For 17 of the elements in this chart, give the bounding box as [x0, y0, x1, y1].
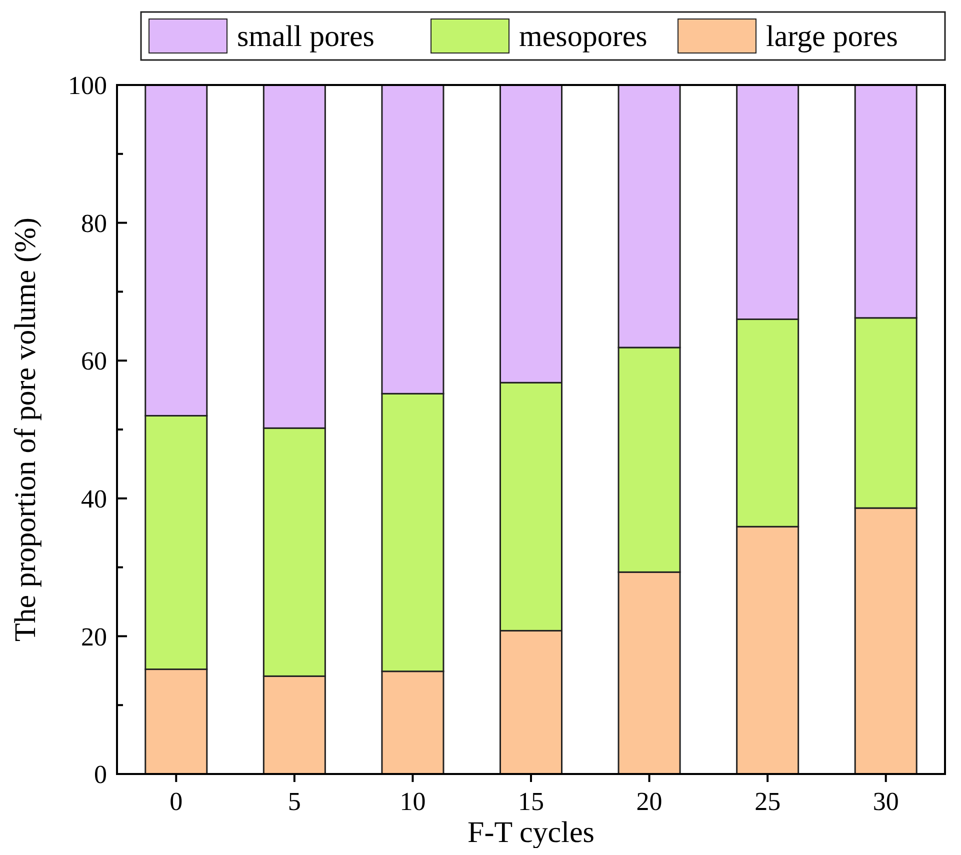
x-tick-label: 0 [170, 787, 183, 816]
legend-label: large pores [766, 20, 898, 53]
x-tick-label: 20 [636, 787, 662, 816]
y-axis-title: The proportion of pore volume (%) [9, 217, 42, 642]
legend-label: mesopores [519, 20, 648, 53]
y-tick-label: 80 [81, 208, 107, 238]
x-tick-label: 25 [754, 787, 781, 816]
x-tick-label: 5 [288, 787, 301, 816]
x-tick-label: 30 [872, 787, 899, 816]
y-tick-label: 0 [94, 760, 107, 790]
y-tick-label: 60 [81, 346, 107, 376]
y-tick-label: 20 [81, 622, 107, 652]
x-tick-label: 10 [400, 787, 426, 816]
y-tick-label: 100 [68, 71, 107, 100]
legend-label: small pores [237, 20, 374, 53]
x-tick-label: 15 [518, 787, 544, 816]
y-tick-label: 40 [81, 484, 107, 514]
